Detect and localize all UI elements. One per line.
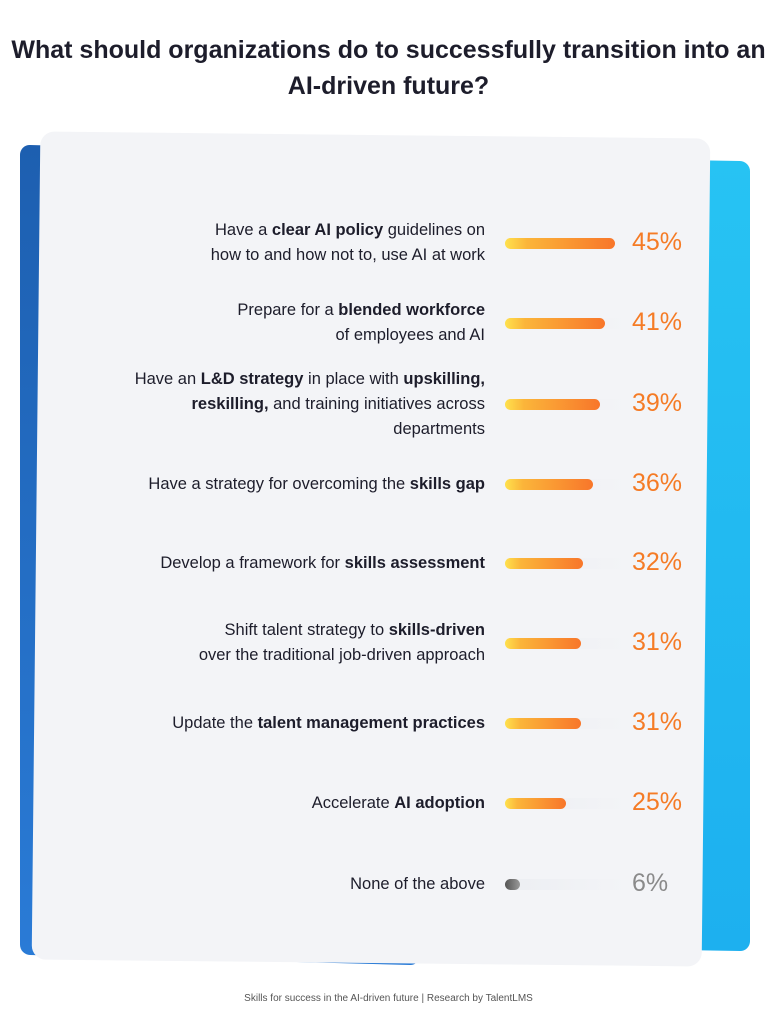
chart-title: What should organizations do to successf… xyxy=(11,36,766,100)
label-text: None of the above xyxy=(350,874,485,893)
label-text: Accelerate xyxy=(311,793,395,812)
bar-track xyxy=(505,798,627,809)
label-text: Develop a framework for xyxy=(160,553,345,572)
category-label: Have a clear AI policy guidelines on how … xyxy=(65,218,485,268)
category-label: Update the talent management practices xyxy=(65,711,485,736)
category-label: Have an L&D strategy in place with upski… xyxy=(65,367,485,442)
label-emphasis: reskilling, xyxy=(191,394,269,413)
bar xyxy=(505,638,581,649)
label-emphasis: clear AI policy xyxy=(271,221,384,239)
label-emphasis: L&D strategy xyxy=(200,369,304,388)
value-label: 31% xyxy=(632,708,683,736)
bar-track xyxy=(505,238,627,249)
bar-track xyxy=(505,399,627,410)
value-label: 45% xyxy=(632,228,683,256)
category-label: Prepare for a blended workforce of employ… xyxy=(65,298,485,348)
bar xyxy=(505,798,566,809)
value-label: 32% xyxy=(632,548,683,576)
label-text: Prepare for a xyxy=(237,301,339,319)
bar xyxy=(505,479,593,490)
value-label: 31% xyxy=(632,628,683,656)
label-emphasis: skills gap xyxy=(409,474,485,493)
label-text: and training initiatives across xyxy=(268,394,485,413)
bar xyxy=(505,718,581,729)
value-label: 39% xyxy=(632,389,683,417)
label-emphasis: skills assessment xyxy=(344,553,485,572)
label-emphasis: skills-driven xyxy=(388,621,485,639)
label-text: of employees and AI xyxy=(335,326,485,344)
bar xyxy=(505,879,520,890)
category-label: Develop a framework for skills assessmen… xyxy=(65,551,485,576)
label-emphasis: AI adoption xyxy=(394,793,485,812)
category-label: Have a strategy for overcoming the skill… xyxy=(65,472,485,497)
bar-track xyxy=(505,318,627,329)
bar xyxy=(505,238,615,249)
value-label: 6% xyxy=(632,869,669,897)
label-text: Have a xyxy=(215,221,272,239)
bar-track xyxy=(505,479,627,490)
label-emphasis: blended workforce xyxy=(338,301,485,319)
bar-track xyxy=(505,558,627,569)
value-label: 25% xyxy=(632,788,683,816)
bar-track xyxy=(505,718,627,729)
label-text: Have a strategy for overcoming the xyxy=(148,474,410,493)
category-label: Accelerate AI adoption xyxy=(65,791,485,816)
bar-track xyxy=(505,638,627,649)
label-text: Update the xyxy=(172,713,258,732)
label-text: how to and how not to, use AI at work xyxy=(210,246,485,264)
label-emphasis: upskilling, xyxy=(403,369,485,388)
value-label: 41% xyxy=(632,308,683,336)
label-text: guidelines on xyxy=(383,221,485,239)
label-emphasis: talent management practices xyxy=(257,713,485,732)
footer: Skills for success in the AI-driven futu… xyxy=(244,993,533,1004)
label-text: in place with xyxy=(303,369,404,388)
label-text: Shift talent strategy to xyxy=(224,621,389,639)
bar xyxy=(505,399,601,410)
bar-track xyxy=(505,879,627,890)
label-text: over the traditional job-driven approach xyxy=(198,646,485,664)
value-label: 36% xyxy=(632,469,683,497)
label-text: Have an xyxy=(134,369,201,388)
label-text: departments xyxy=(393,419,485,438)
bar xyxy=(505,558,584,569)
category-label: None of the above xyxy=(65,872,485,897)
bar xyxy=(505,318,606,329)
category-label: Shift talent strategy to skills-driven ov… xyxy=(65,618,485,668)
